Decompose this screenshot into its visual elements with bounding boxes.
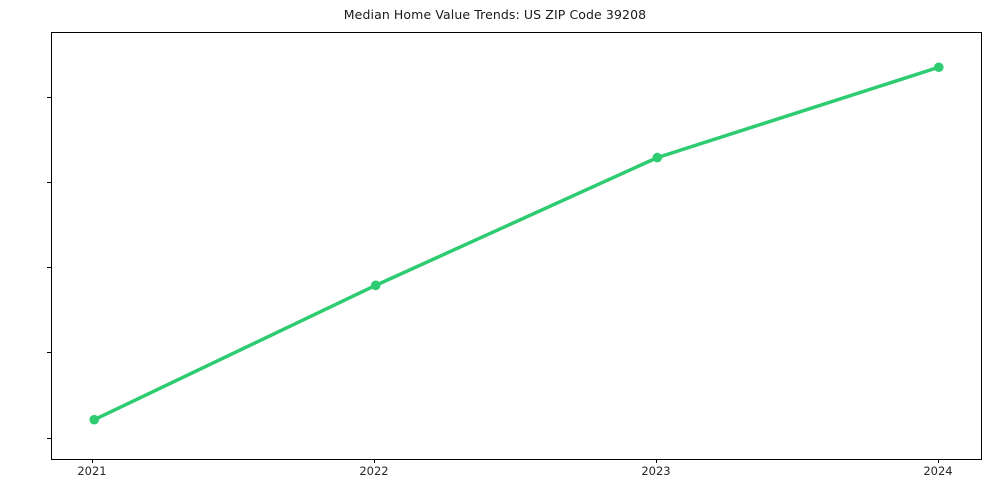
data-point-marker: [933, 62, 944, 73]
plot-inner: [52, 33, 981, 459]
xtick-label-2023: 2023: [641, 464, 671, 478]
chart-title: Median Home Value Trends: US ZIP Code 39…: [343, 7, 647, 22]
xtick-label-2021: 2021: [77, 464, 107, 478]
line-series-markers: [89, 62, 944, 425]
data-point-marker: [89, 414, 100, 425]
xtick-label-2022: 2022: [359, 464, 389, 478]
plot-area: [51, 32, 982, 460]
line-series-svg: [89, 62, 944, 425]
line-series-path: [92, 65, 941, 422]
data-point-marker: [370, 280, 381, 291]
xtick-label-2024: 2024: [923, 464, 953, 478]
data-point-marker: [652, 152, 663, 163]
